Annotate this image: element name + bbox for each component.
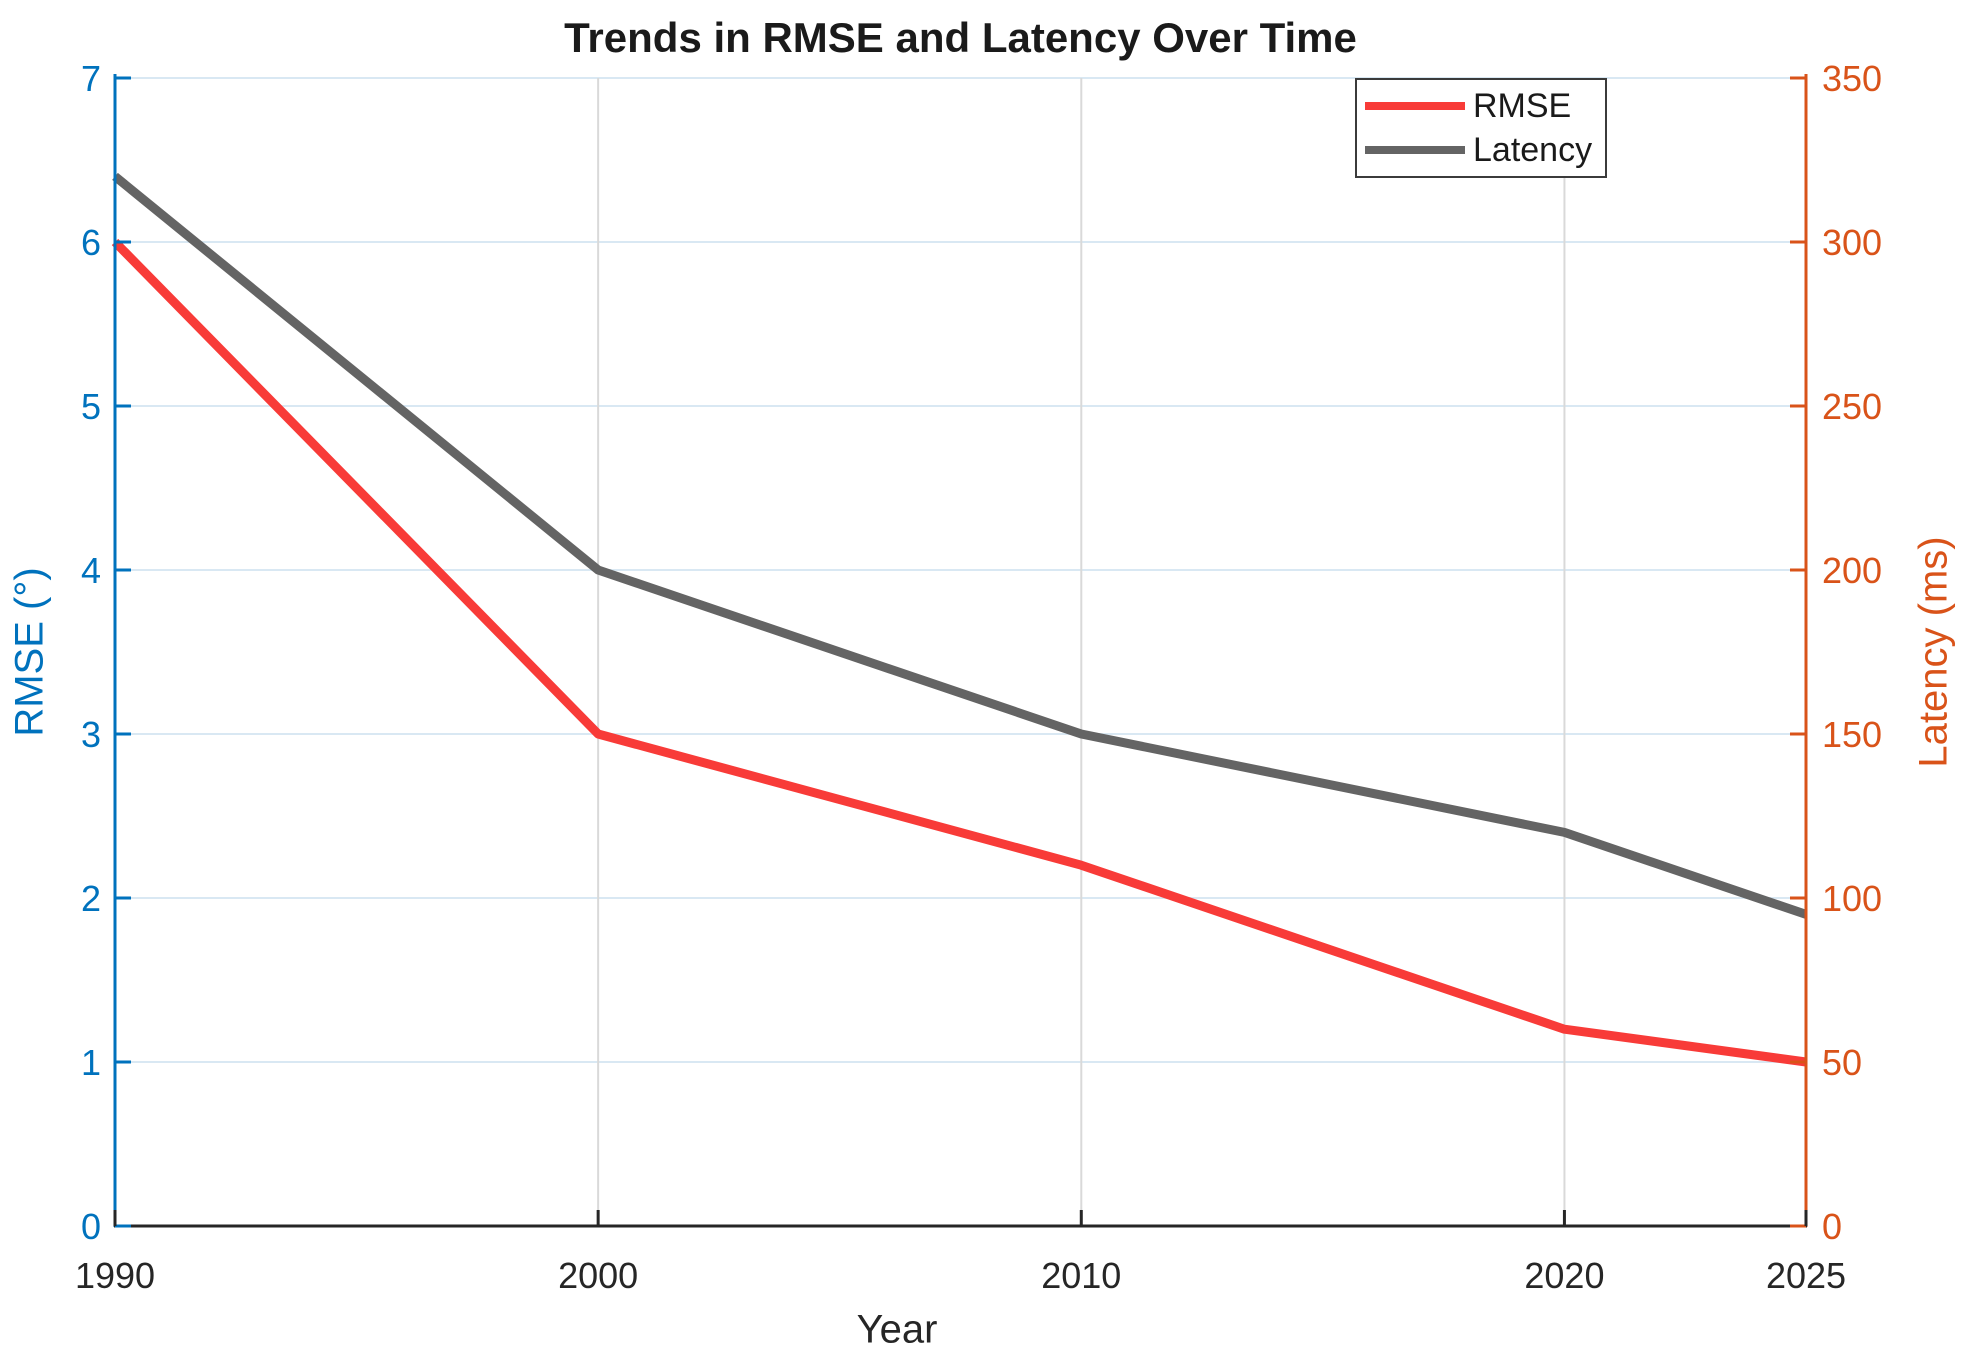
legend-entry-latency: Latency bbox=[1357, 133, 1605, 167]
left-axis-tick-label: 0 bbox=[81, 1206, 101, 1247]
series-line-latency bbox=[112, 172, 1808, 919]
y-axis-label-left: RMSE (°) bbox=[7, 567, 52, 737]
right-axis-tick-label: 100 bbox=[1822, 878, 1882, 919]
y-axis-label-right: Latency (ms) bbox=[1911, 536, 1956, 768]
right-axis-tick-label: 150 bbox=[1822, 714, 1882, 755]
left-axis-tick-label: 1 bbox=[81, 1042, 101, 1083]
latency-line-sample-icon bbox=[1365, 145, 1465, 154]
left-axis-tick-label: 3 bbox=[81, 714, 101, 755]
series-line-rmse bbox=[111, 238, 1807, 1067]
right-axis-tick-label: 300 bbox=[1822, 222, 1882, 263]
x-axis-tick-label: 2010 bbox=[1041, 1255, 1121, 1296]
left-axis-tick-label: 7 bbox=[81, 58, 101, 99]
legend-label-rmse: RMSE bbox=[1473, 87, 1572, 126]
legend-entry-rmse: RMSE bbox=[1357, 89, 1605, 123]
right-axis-tick-label: 250 bbox=[1822, 386, 1882, 427]
right-axis-tick-label: 200 bbox=[1822, 550, 1882, 591]
legend: RMSE Latency bbox=[1355, 78, 1607, 178]
rmse-line-sample-icon bbox=[1365, 102, 1465, 111]
x-axis-tick-label: 2020 bbox=[1524, 1255, 1604, 1296]
right-axis-tick-label: 50 bbox=[1822, 1042, 1862, 1083]
x-axis-label: Year bbox=[856, 1307, 938, 1352]
x-axis-tick-label: 2000 bbox=[558, 1255, 638, 1296]
left-axis-tick-label: 4 bbox=[81, 550, 101, 591]
left-axis-tick-label: 5 bbox=[81, 386, 101, 427]
x-axis-tick-label: 2025 bbox=[1766, 1255, 1846, 1296]
chart-title: Trends in RMSE and Latency Over Time bbox=[564, 14, 1357, 61]
right-axis-tick-label: 350 bbox=[1822, 58, 1882, 99]
left-axis-tick-label: 6 bbox=[81, 222, 101, 263]
right-axis-tick-label: 0 bbox=[1822, 1206, 1842, 1247]
left-axis-tick-label: 2 bbox=[81, 878, 101, 919]
legend-label-latency: Latency bbox=[1473, 130, 1593, 169]
x-axis-tick-label: 1990 bbox=[75, 1255, 155, 1296]
